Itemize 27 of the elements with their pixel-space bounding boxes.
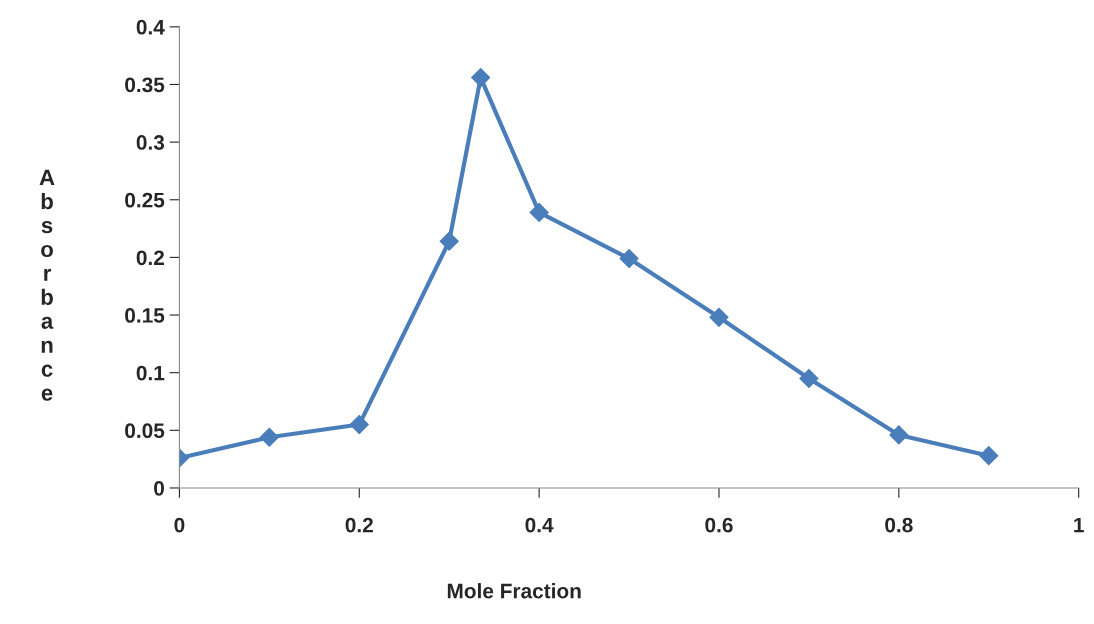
point (619, 249, 639, 269)
x-tick-label: 0.2 (345, 517, 373, 533)
y-tick-label: 0.1 (136, 365, 165, 381)
point (259, 427, 279, 447)
y-tick-label: 0 (154, 480, 164, 496)
x-axis-title: Mole Fraction (447, 583, 581, 599)
y-tick-label: 0.15 (125, 308, 165, 323)
y-tick-label: 0.05 (125, 423, 165, 439)
point (979, 446, 999, 466)
text: Absorbance (39, 169, 55, 401)
point (349, 415, 369, 435)
y-tick-label: 0.2 (136, 250, 164, 266)
y-tick-label: 0.3 (136, 135, 165, 150)
point (709, 307, 729, 327)
y-tick-label: 0.4 (136, 19, 165, 35)
y-tick-label: 0.35 (125, 77, 165, 93)
x-tick-label: 0 (174, 517, 185, 533)
point (439, 231, 459, 251)
y-tick-label: 0.25 (125, 192, 165, 208)
point (529, 202, 549, 222)
point (889, 425, 909, 445)
x-tick-label: 1 (1074, 517, 1084, 533)
x-tick-label: 0.6 (705, 517, 733, 533)
x-tick-label: 0.4 (525, 517, 554, 533)
x-tick-label: 0.8 (885, 517, 913, 533)
point (799, 368, 819, 388)
point (471, 68, 491, 88)
